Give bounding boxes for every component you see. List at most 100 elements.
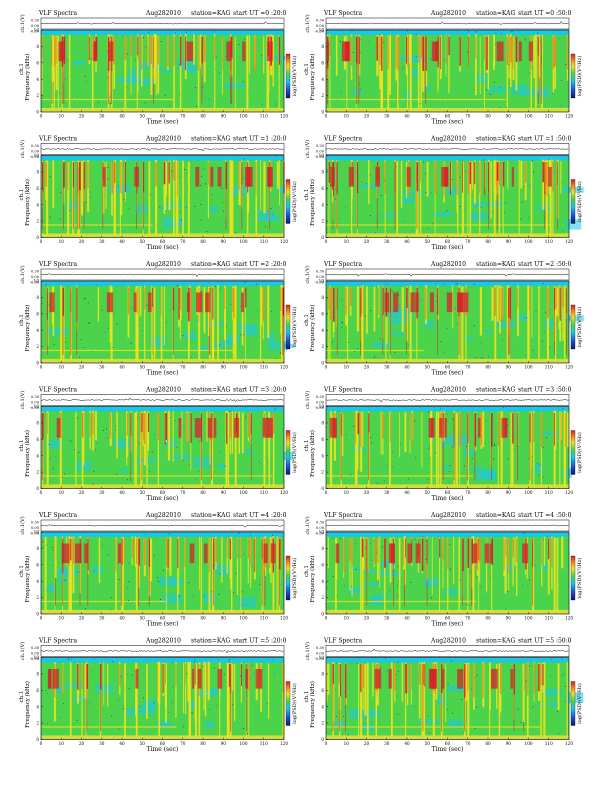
x-tick-label: 80 bbox=[485, 741, 491, 746]
x-tick-label: 20 bbox=[79, 741, 85, 746]
panel-label: VLF Spectra bbox=[323, 10, 363, 17]
x-tick-label: 20 bbox=[79, 616, 85, 621]
x-tick-label: 70 bbox=[465, 114, 471, 119]
x-tick-label: 70 bbox=[465, 616, 471, 621]
x-tick-label: 70 bbox=[180, 239, 186, 244]
x-tick-label: 120 bbox=[565, 114, 573, 119]
waveform-ylabel: ch.1(V) bbox=[304, 642, 311, 660]
waveform-tick-label: -0.30 bbox=[315, 281, 325, 285]
y-tick-label: 10 bbox=[34, 28, 40, 33]
y-tick-label: 10 bbox=[34, 153, 40, 158]
spectra-panel: VLF Spectra Aug282010 station=KAG start UT … bbox=[19, 512, 298, 628]
y-tick-label: 10 bbox=[319, 153, 325, 158]
waveform-tick-label: 0.00 bbox=[316, 275, 325, 279]
y-tick-label: 8 bbox=[321, 44, 324, 49]
x-tick-label: 40 bbox=[404, 114, 410, 119]
colorbar bbox=[570, 430, 576, 475]
y-tick-label: 4 bbox=[36, 579, 39, 584]
waveform-ylabel: ch.1(V) bbox=[304, 14, 311, 32]
y-tick-label: 8 bbox=[36, 546, 39, 551]
waveform-tick-label: -0.30 bbox=[30, 406, 40, 410]
y-tick-label: 6 bbox=[36, 60, 39, 65]
waveform-tick-label: 0.00 bbox=[316, 526, 325, 530]
x-tick-label: 120 bbox=[565, 490, 573, 495]
y-axis-label: Frequency (kHz) bbox=[309, 179, 316, 226]
x-tick-label: 20 bbox=[364, 239, 370, 244]
y-tick-label: 4 bbox=[321, 202, 324, 207]
waveform-tick-label: 0.30 bbox=[316, 646, 325, 650]
channel-label: ch.1 bbox=[304, 565, 310, 577]
x-tick-label: 60 bbox=[445, 365, 451, 370]
y-tick-label: 4 bbox=[321, 328, 324, 333]
waveform-ylabel: ch.1(V) bbox=[304, 516, 311, 534]
x-tick-label: 120 bbox=[565, 741, 573, 746]
waveform-tick-label: 0.30 bbox=[316, 521, 325, 525]
x-tick-label: 40 bbox=[404, 365, 410, 370]
x-tick-label: 60 bbox=[160, 490, 166, 495]
y-tick-label: 0 bbox=[36, 235, 39, 240]
x-tick-label: 100 bbox=[240, 239, 248, 244]
x-tick-label: 40 bbox=[404, 616, 410, 621]
x-tick-label: 100 bbox=[525, 741, 533, 746]
x-tick-label: 120 bbox=[280, 114, 288, 119]
x-tick-label: 70 bbox=[465, 365, 471, 370]
x-tick-label: 70 bbox=[465, 239, 471, 244]
x-tick-label: 60 bbox=[445, 114, 451, 119]
waveform-tick-label: 0.00 bbox=[316, 150, 325, 154]
x-tick-label: 0 bbox=[40, 239, 43, 244]
colorbar-label: log(PSD)(V²/Hz) bbox=[576, 307, 583, 348]
spectra-panel: VLF Spectra Aug282010 station=KAG start UT … bbox=[19, 261, 298, 377]
x-tick-label: 10 bbox=[344, 365, 350, 370]
spectrogram bbox=[326, 406, 572, 489]
x-tick-label: 70 bbox=[180, 365, 186, 370]
waveform-tick-label: 0.00 bbox=[316, 401, 325, 405]
panel-start-ut: start UT =4 :50:0 bbox=[518, 512, 572, 519]
x-tick-label: 50 bbox=[425, 490, 431, 495]
colorbar-label: log(PSD)(V²/Hz) bbox=[291, 307, 298, 348]
y-tick-label: 4 bbox=[321, 453, 324, 458]
x-tick-label: 80 bbox=[485, 365, 491, 370]
x-tick-label: 80 bbox=[200, 239, 206, 244]
y-axis-label: Frequency (kHz) bbox=[24, 681, 31, 728]
y-tick-label: 2 bbox=[36, 721, 39, 726]
channel-label: ch.1 bbox=[19, 63, 25, 75]
colorbar bbox=[285, 681, 291, 726]
panel-label: VLF Spectra bbox=[323, 136, 363, 143]
panel-station: station=KAG bbox=[191, 10, 230, 17]
waveform-trace bbox=[325, 399, 569, 403]
y-tick-label: 6 bbox=[321, 688, 324, 693]
waveform-tick-label: 0.30 bbox=[31, 19, 40, 23]
panel-date: Aug282010 bbox=[145, 512, 181, 519]
x-tick-label: 90 bbox=[506, 741, 512, 746]
colorbar bbox=[570, 681, 576, 726]
x-axis-label: Time (sec) bbox=[432, 495, 464, 502]
x-tick-label: 120 bbox=[565, 616, 573, 621]
waveform-trace bbox=[40, 397, 284, 403]
y-tick-label: 0 bbox=[36, 737, 39, 742]
x-tick-label: 40 bbox=[404, 490, 410, 495]
channel-label: ch.1 bbox=[19, 189, 25, 201]
x-axis-label: Time (sec) bbox=[147, 370, 179, 377]
x-axis-label: Time (sec) bbox=[432, 621, 464, 628]
waveform-frame bbox=[40, 394, 285, 406]
x-tick-label: 100 bbox=[240, 741, 248, 746]
colorbar-label: log(PSD)(V²/Hz) bbox=[291, 683, 298, 724]
x-tick-label: 10 bbox=[59, 616, 65, 621]
y-tick-label: 0 bbox=[321, 361, 324, 366]
x-tick-label: 90 bbox=[506, 239, 512, 244]
x-tick-label: 50 bbox=[425, 616, 431, 621]
x-tick-label: 60 bbox=[445, 616, 451, 621]
x-tick-label: 70 bbox=[180, 741, 186, 746]
y-axis-label: Frequency (kHz) bbox=[24, 54, 31, 101]
x-tick-label: 0 bbox=[40, 616, 43, 621]
y-tick-label: 4 bbox=[321, 77, 324, 82]
x-axis-label: Time (sec) bbox=[432, 119, 464, 126]
y-tick-label: 6 bbox=[321, 311, 324, 316]
waveform-trace bbox=[326, 648, 569, 652]
x-tick-label: 110 bbox=[545, 616, 553, 621]
waveform-tick-label: -0.30 bbox=[30, 30, 40, 34]
panel-label: VLF Spectra bbox=[38, 387, 78, 394]
colorbar bbox=[570, 304, 576, 350]
x-tick-label: 0 bbox=[40, 741, 43, 746]
